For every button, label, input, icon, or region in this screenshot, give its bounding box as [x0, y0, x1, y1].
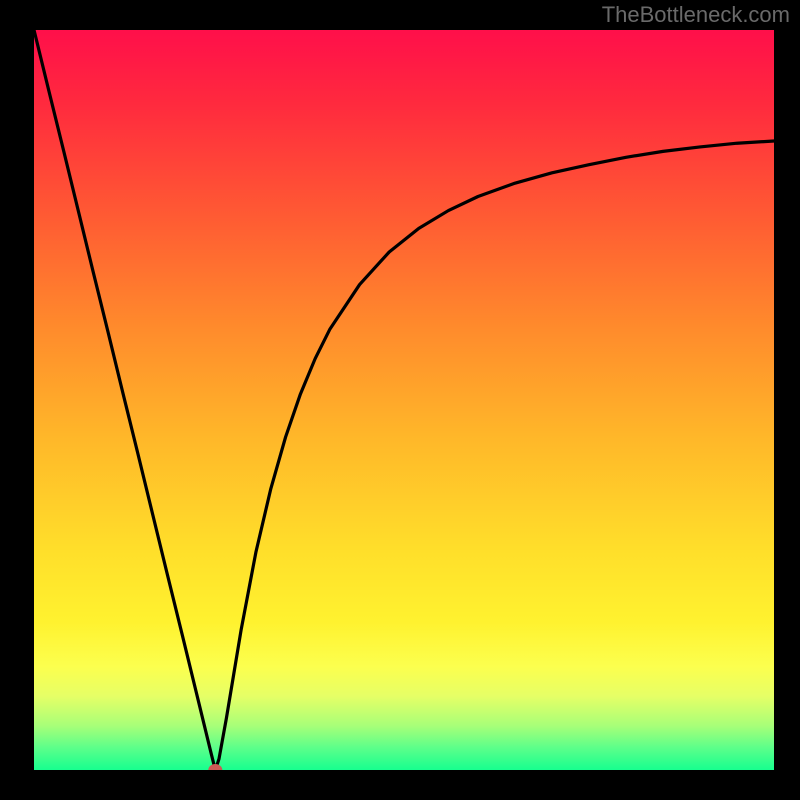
- chart-svg: [34, 30, 774, 770]
- gradient-background: [34, 30, 774, 770]
- chart-stage: TheBottleneck.com: [0, 0, 800, 800]
- watermark-label: TheBottleneck.com: [602, 2, 790, 28]
- plot-area: [34, 30, 774, 770]
